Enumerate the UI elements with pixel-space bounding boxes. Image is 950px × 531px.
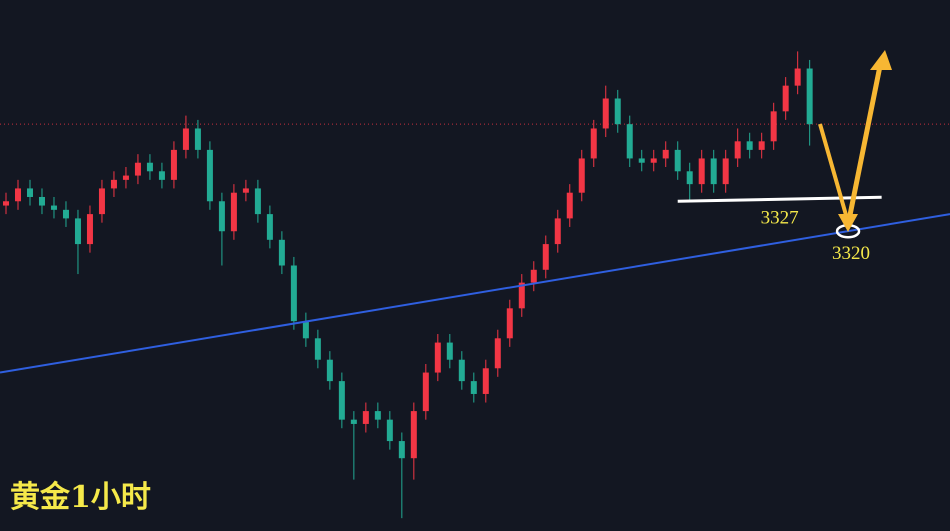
candle-body (458, 359, 465, 382)
candle-body (86, 214, 93, 245)
candle-body (602, 98, 609, 129)
candle-body (686, 171, 693, 185)
arrow-down (818, 123, 850, 223)
candle-body (410, 411, 417, 459)
candle-body (122, 175, 129, 180)
arrow-head (870, 50, 892, 70)
candle-body (794, 68, 801, 86)
candle-body (518, 282, 525, 309)
projection-arrows (818, 50, 892, 232)
candle-body (338, 381, 345, 420)
candle-body (650, 158, 657, 163)
candle-body (662, 149, 669, 159)
candle-body (362, 411, 369, 424)
candle-body (134, 162, 141, 176)
candle-body (146, 162, 153, 172)
candle-body (614, 98, 621, 125)
candle-body (554, 218, 561, 245)
candle-body (290, 265, 297, 322)
candle-body (194, 128, 201, 150)
support-label: 3327 (761, 207, 799, 228)
candle-body (470, 381, 477, 394)
candle-body (302, 321, 309, 339)
candle-body (62, 209, 69, 219)
candle-body (50, 205, 57, 210)
candle-body (698, 158, 705, 185)
candle-body (746, 141, 753, 150)
candle-body (326, 359, 333, 382)
target-label: 3320 (832, 243, 870, 264)
candle-body (482, 368, 489, 394)
candle-body (626, 124, 633, 159)
candle-body (158, 171, 165, 180)
candle-body (26, 188, 33, 197)
arrow-up (845, 65, 883, 226)
candle-body (542, 244, 549, 270)
candle-body (350, 419, 357, 424)
candle-body (758, 141, 765, 150)
candle-body (422, 372, 429, 412)
candle-body (278, 239, 285, 266)
candle-body (734, 141, 741, 159)
trendline (0, 213, 950, 374)
candle-body (74, 218, 81, 245)
candle-body (674, 149, 681, 172)
candle-body (386, 419, 393, 442)
candle-body (710, 158, 717, 185)
candle-body (38, 196, 45, 206)
candle-body (806, 68, 813, 125)
candle-body (446, 342, 453, 360)
candle-body (98, 188, 105, 215)
candle-body (722, 158, 729, 185)
candle-body (170, 149, 177, 180)
candle-body (14, 188, 21, 202)
candle-body (506, 308, 513, 339)
candle-body (590, 128, 597, 159)
candle-body (110, 179, 117, 189)
candle-body (2, 201, 9, 206)
candle-body (770, 111, 777, 142)
chart-title: 黄金1小时 (10, 480, 151, 515)
candle-body (566, 192, 573, 219)
candle-body (230, 192, 237, 232)
candle-body (530, 269, 537, 283)
plot: 3327 3320 (0, 51, 950, 519)
candle-body (638, 158, 645, 163)
candle-body (782, 85, 789, 112)
candle-body (374, 411, 381, 420)
candle-body (266, 214, 273, 240)
candle-body (398, 441, 405, 459)
candle-body (434, 342, 441, 373)
support-line (677, 195, 882, 203)
candle-body (218, 201, 225, 232)
candle-body (254, 188, 261, 215)
candle-body (242, 188, 249, 193)
candle-body (206, 149, 213, 202)
candle-body (578, 158, 585, 193)
candle-body (182, 128, 189, 150)
candle-body (314, 338, 321, 360)
candle-body (494, 338, 501, 369)
